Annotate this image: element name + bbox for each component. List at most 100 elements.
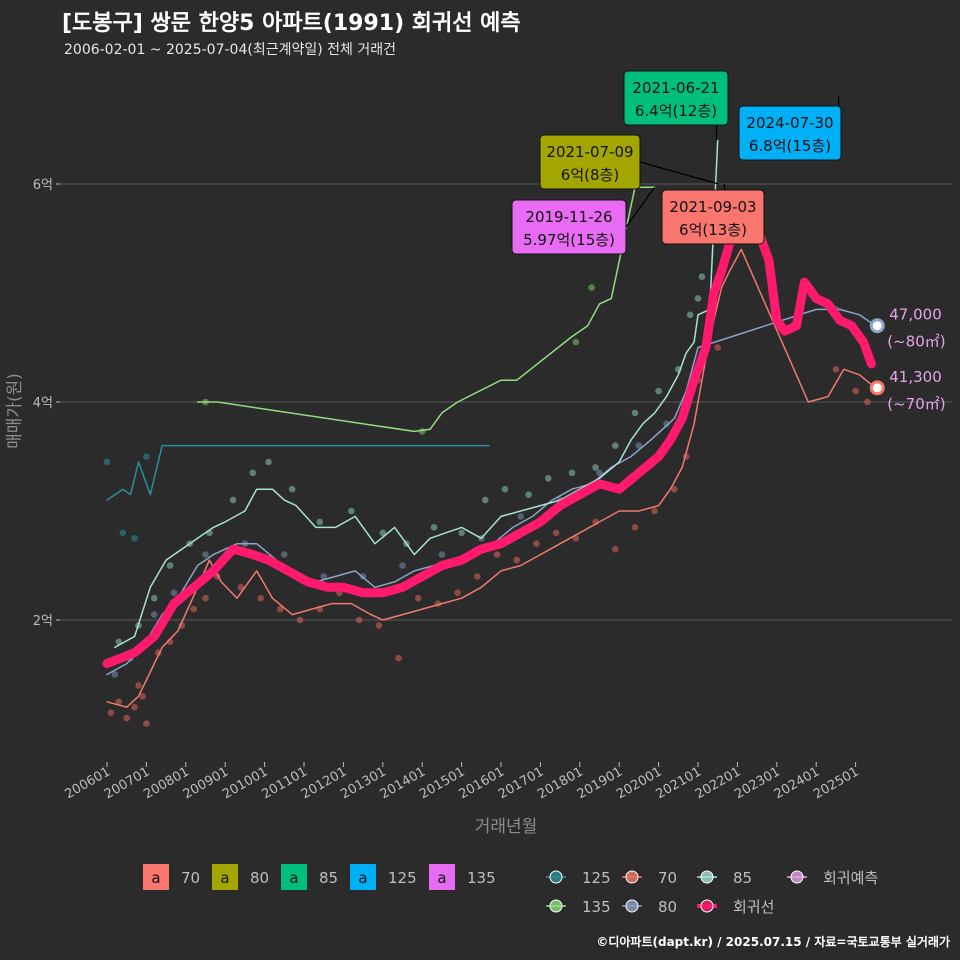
scatter-point-70 — [651, 507, 658, 515]
scatter-point-80 — [111, 671, 119, 678]
scatter-point-85 — [265, 458, 272, 466]
scatter-point-70 — [190, 605, 197, 613]
legend-line-marker — [700, 870, 714, 884]
legend-key-label: 85 — [319, 869, 338, 887]
y-axis-title: 매매가(원) — [5, 373, 25, 449]
scatter-point-85 — [150, 594, 158, 602]
scatter-point-80 — [170, 589, 178, 597]
scatter-point-135 — [588, 284, 595, 291]
chart-subtitle: 2006-02-01 ~ 2025-07-04(최근계약일) 전체 거래건 — [64, 42, 396, 58]
scatter-point-70 — [123, 714, 130, 722]
callout-box — [661, 189, 765, 245]
scatter-point-70 — [474, 573, 481, 580]
legend-line-label: 125 — [582, 869, 611, 887]
scatter-point-85 — [229, 496, 237, 504]
callout-price: 6억(8층) — [561, 166, 619, 184]
legend-key-label: 70 — [181, 869, 200, 887]
scatter-point-70 — [143, 720, 150, 727]
scatter-point-70 — [414, 594, 422, 602]
scatter-point-70 — [493, 551, 501, 558]
callout-box — [623, 70, 729, 126]
legend-key-80 — [212, 864, 238, 890]
legend-key-glyph: a — [358, 869, 367, 887]
scatter-point-70 — [115, 698, 123, 706]
scatter-point-85 — [525, 491, 532, 498]
series-line-70 — [106, 248, 877, 708]
scatter-point-125 — [143, 453, 150, 460]
scatter-point-70 — [552, 529, 560, 537]
y-tick-label: 4억 — [33, 396, 53, 411]
prediction-value-label: 41,300 — [889, 368, 942, 386]
scatter-point-85 — [481, 496, 489, 504]
legend-line-marker — [549, 899, 563, 913]
legend-key-glyph: a — [151, 869, 160, 887]
scatter-point-85 — [458, 529, 465, 537]
legend-line-label: 80 — [658, 898, 677, 916]
scatter-point-85 — [568, 469, 576, 477]
legend-key-125 — [350, 864, 376, 890]
scatter-point-80 — [438, 551, 446, 558]
callout-box — [539, 134, 641, 190]
scatter-point-85 — [544, 475, 552, 482]
legend-line-label: 135 — [582, 898, 611, 916]
scatter-point-70 — [395, 654, 402, 662]
scatter-point-85 — [166, 562, 174, 569]
scatter-point-85 — [347, 507, 355, 515]
scatter-point-135 — [418, 428, 426, 435]
scatter-point-80 — [281, 551, 288, 558]
callout-date: 2021-07-09 — [546, 143, 633, 161]
legend-key-label: 125 — [388, 869, 417, 887]
y-tick-label: 6억 — [33, 178, 53, 193]
chart-title: [도봉구] 쌍문 한양5 아파트(1991) 회귀선 예측 — [62, 11, 521, 36]
scatter-point-70 — [135, 682, 142, 689]
legend-line-label: 70 — [658, 869, 677, 887]
scatter-point-85 — [501, 485, 509, 493]
scatter-point-70 — [375, 622, 383, 629]
legend-key-glyph: a — [437, 869, 446, 887]
callout-line — [639, 161, 719, 185]
legend-key-label: 135 — [467, 869, 496, 887]
series-line-85 — [114, 139, 719, 649]
scatter-point-70 — [611, 545, 619, 553]
legend-line-marker — [790, 870, 804, 884]
prediction-marker — [869, 318, 885, 334]
scatter-point-80 — [320, 573, 328, 580]
legend-line-label: 85 — [733, 869, 752, 887]
scatter-point-70 — [355, 616, 363, 624]
callout-date: 2021-06-21 — [632, 79, 719, 97]
legend-line-marker — [625, 899, 639, 913]
legend-key-135 — [429, 864, 455, 890]
scatter-point-70 — [533, 540, 540, 547]
legend-key-70 — [143, 864, 169, 890]
callout-price: 5.97억(15층) — [523, 231, 615, 249]
scatter-point-85 — [430, 524, 438, 531]
scatter-point-85 — [379, 529, 387, 537]
scatter-point-85 — [288, 485, 296, 493]
legend-line-marker — [700, 899, 714, 913]
scatter-point-70 — [277, 605, 284, 613]
scatter-point-70 — [671, 485, 678, 493]
callout-date: 2019-11-26 — [525, 208, 612, 226]
prediction-size-label: (~70㎡) — [887, 395, 945, 413]
scatter-point-70 — [131, 703, 138, 711]
callout-box — [511, 199, 627, 255]
legend-line-label: 회귀예측 — [823, 869, 878, 887]
regression-line — [102, 206, 876, 669]
scatter-point-85 — [655, 387, 662, 395]
callout-price: 6억(13층) — [679, 221, 747, 239]
scatter-point-70 — [864, 398, 871, 406]
scatter-point-80 — [663, 420, 670, 428]
callout-price: 6.4억(12층) — [635, 102, 717, 120]
scatter-point-70 — [631, 524, 639, 531]
scatter-point-70 — [237, 584, 245, 591]
legend-key-glyph: a — [289, 869, 298, 887]
scatter-point-85 — [686, 311, 694, 319]
scatter-point-70 — [852, 387, 859, 395]
scatter-point-135 — [572, 338, 580, 346]
scatter-point-85 — [611, 442, 619, 449]
series-line-135 — [196, 186, 656, 433]
scatter-point-80 — [635, 442, 643, 449]
scatter-point-85 — [316, 518, 324, 526]
series-line-125 — [106, 444, 490, 501]
